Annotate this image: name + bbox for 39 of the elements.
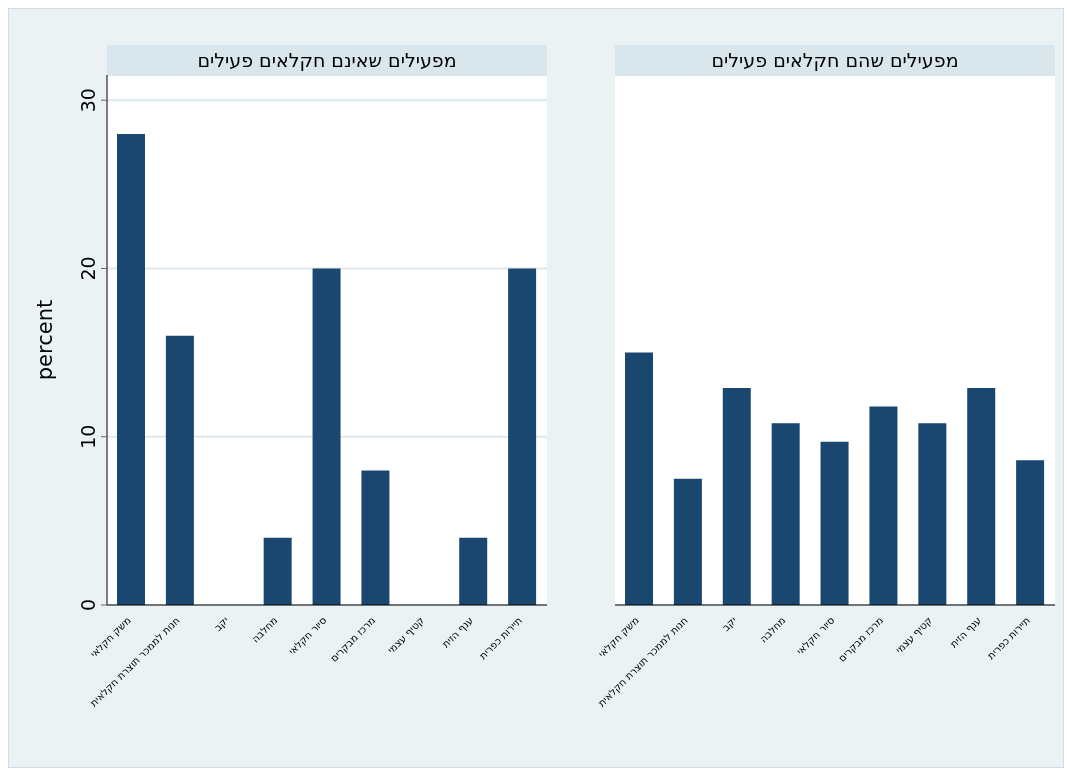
x-tick-label: משק חקלאי bbox=[88, 614, 133, 660]
x-tick-label: מחלבה bbox=[757, 614, 788, 645]
x-tick-label: מחלבה bbox=[249, 614, 280, 645]
x-tick-label: יקב bbox=[720, 614, 739, 634]
bar bbox=[869, 406, 898, 605]
y-tick-label: 10 bbox=[77, 424, 99, 449]
bar bbox=[1016, 460, 1045, 605]
x-tick-label: מרכז מבקרים bbox=[836, 614, 886, 664]
x-tick-label: מרכז מבקרים bbox=[328, 614, 378, 664]
y-tick-label: 0 bbox=[77, 598, 99, 612]
chart-title: מפעילים שהם חקלאים פעילים bbox=[615, 45, 1055, 75]
x-tick-label: יקב bbox=[212, 614, 231, 634]
y-axis-title: percent bbox=[33, 299, 58, 381]
bar bbox=[625, 352, 653, 605]
x-tick-label: קטיף עצמי bbox=[893, 614, 935, 656]
bar bbox=[263, 537, 292, 605]
x-tick-label: סיור חקלאי bbox=[286, 614, 329, 657]
x-tick-label: ענף הזית bbox=[439, 614, 476, 650]
bar bbox=[117, 133, 145, 605]
x-tick-label: תיירות כפרית bbox=[477, 614, 524, 662]
bar bbox=[459, 537, 488, 605]
bar bbox=[820, 441, 849, 605]
bar bbox=[361, 470, 390, 605]
bar bbox=[673, 478, 702, 605]
y-tick-label: 20 bbox=[77, 256, 99, 281]
x-tick-label: משק חקלאי bbox=[596, 614, 641, 660]
bar bbox=[165, 335, 194, 605]
bar bbox=[771, 423, 800, 605]
chart-title: מפעילים שאינם חקלאים פעילים bbox=[107, 45, 547, 75]
bar bbox=[722, 387, 751, 605]
bar bbox=[508, 268, 537, 605]
x-tick-label: קטיף עצמי bbox=[385, 614, 427, 656]
x-tick-label: ענף הזית bbox=[947, 614, 984, 650]
x-tick-label: תיירות כפרית bbox=[985, 614, 1032, 662]
x-tick-label: סיור חקלאי bbox=[794, 614, 837, 657]
bar bbox=[918, 423, 947, 605]
bar bbox=[967, 387, 996, 605]
y-tick-label: 30 bbox=[77, 88, 99, 113]
bar bbox=[312, 268, 341, 605]
